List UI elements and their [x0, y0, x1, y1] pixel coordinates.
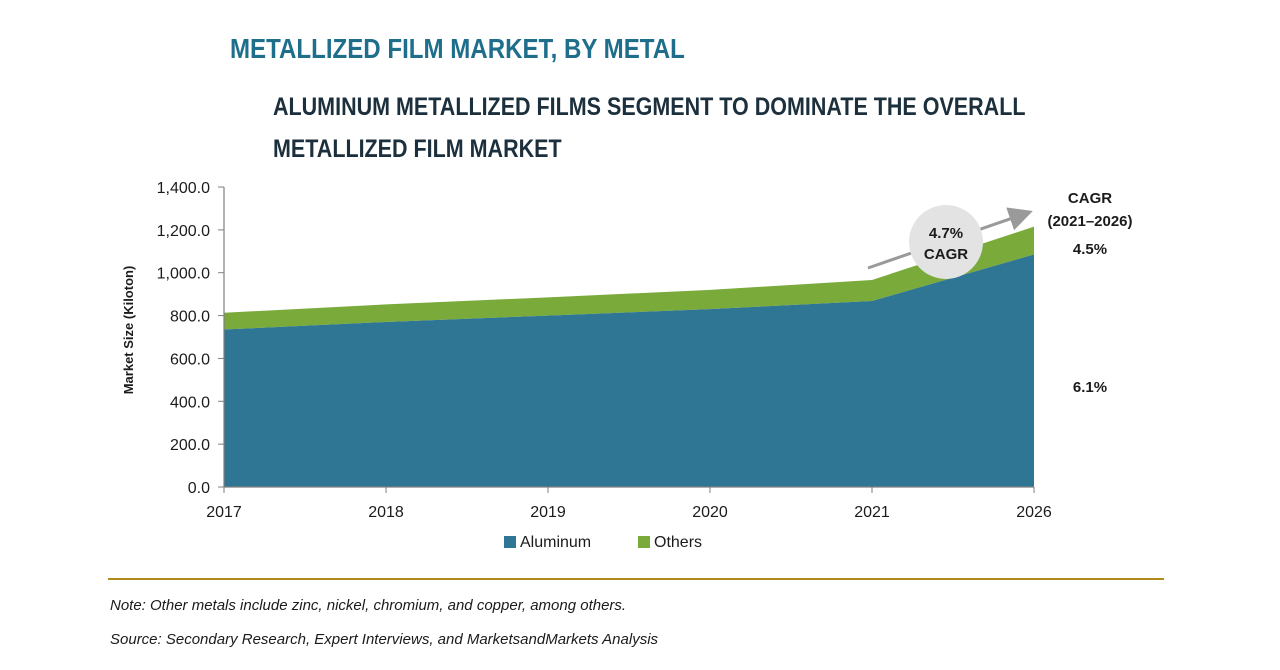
footnote: Note: Other metals include zinc, nickel,…	[110, 597, 627, 614]
cagr-bubble-label: CAGR	[924, 246, 968, 263]
axes: 0.0 200.0 400.0 600.0 800.0 1,000.0 1,200.0 1,4…	[121, 180, 1052, 521]
plot-area	[224, 226, 1034, 487]
cagr-header-line2: (2021–2026)	[1047, 213, 1132, 230]
cagr-header-line1: CAGR	[1068, 190, 1112, 207]
cagr-others-label: 4.5%	[1073, 241, 1107, 258]
y-tick-label: 0.0	[188, 480, 210, 497]
cagr-aluminum-label: 6.1%	[1073, 379, 1107, 396]
legend-label-others: Others	[654, 534, 702, 551]
y-tick-label: 1,200.0	[157, 223, 210, 240]
source-note: Source: Secondary Research, Expert Inter…	[110, 631, 659, 648]
x-tick-label: 2020	[692, 504, 728, 521]
series-area-others	[224, 226, 1034, 330]
chart-subtitle: ALUMINUM METALLIZED FILMS SEGMENT TO DOM…	[273, 93, 1026, 163]
y-tick-label: 1,400.0	[157, 180, 210, 197]
y-tick-label: 800.0	[170, 309, 210, 326]
x-tick-label: 2017	[206, 504, 242, 521]
divider-rule	[108, 578, 1164, 580]
chart-title: METALLIZED FILM MARKET, BY METAL	[230, 33, 685, 64]
annotations: 4.7% CAGR CAGR (2021–2026) 4.5% 6.1%	[867, 190, 1133, 396]
y-axis-title: Market Size (Kiloton)	[121, 266, 136, 395]
y-tick-label: 600.0	[170, 351, 210, 368]
legend-label-aluminum: Aluminum	[520, 534, 591, 551]
x-tick-label: 2026	[1016, 504, 1052, 521]
y-tick-label: 1,000.0	[157, 266, 210, 283]
legend-swatch-others	[638, 536, 650, 548]
y-tick-label: 400.0	[170, 394, 210, 411]
cagr-bubble-value: 4.7%	[929, 225, 963, 242]
x-tick-label: 2021	[854, 504, 890, 521]
cagr-bubble	[909, 205, 983, 279]
legend: Aluminum Others	[504, 534, 702, 551]
x-tick-label: 2019	[530, 504, 566, 521]
series-area-aluminum	[224, 254, 1034, 487]
y-tick-label: 200.0	[170, 437, 210, 454]
x-tick-label: 2018	[368, 504, 404, 521]
legend-swatch-aluminum	[504, 536, 516, 548]
